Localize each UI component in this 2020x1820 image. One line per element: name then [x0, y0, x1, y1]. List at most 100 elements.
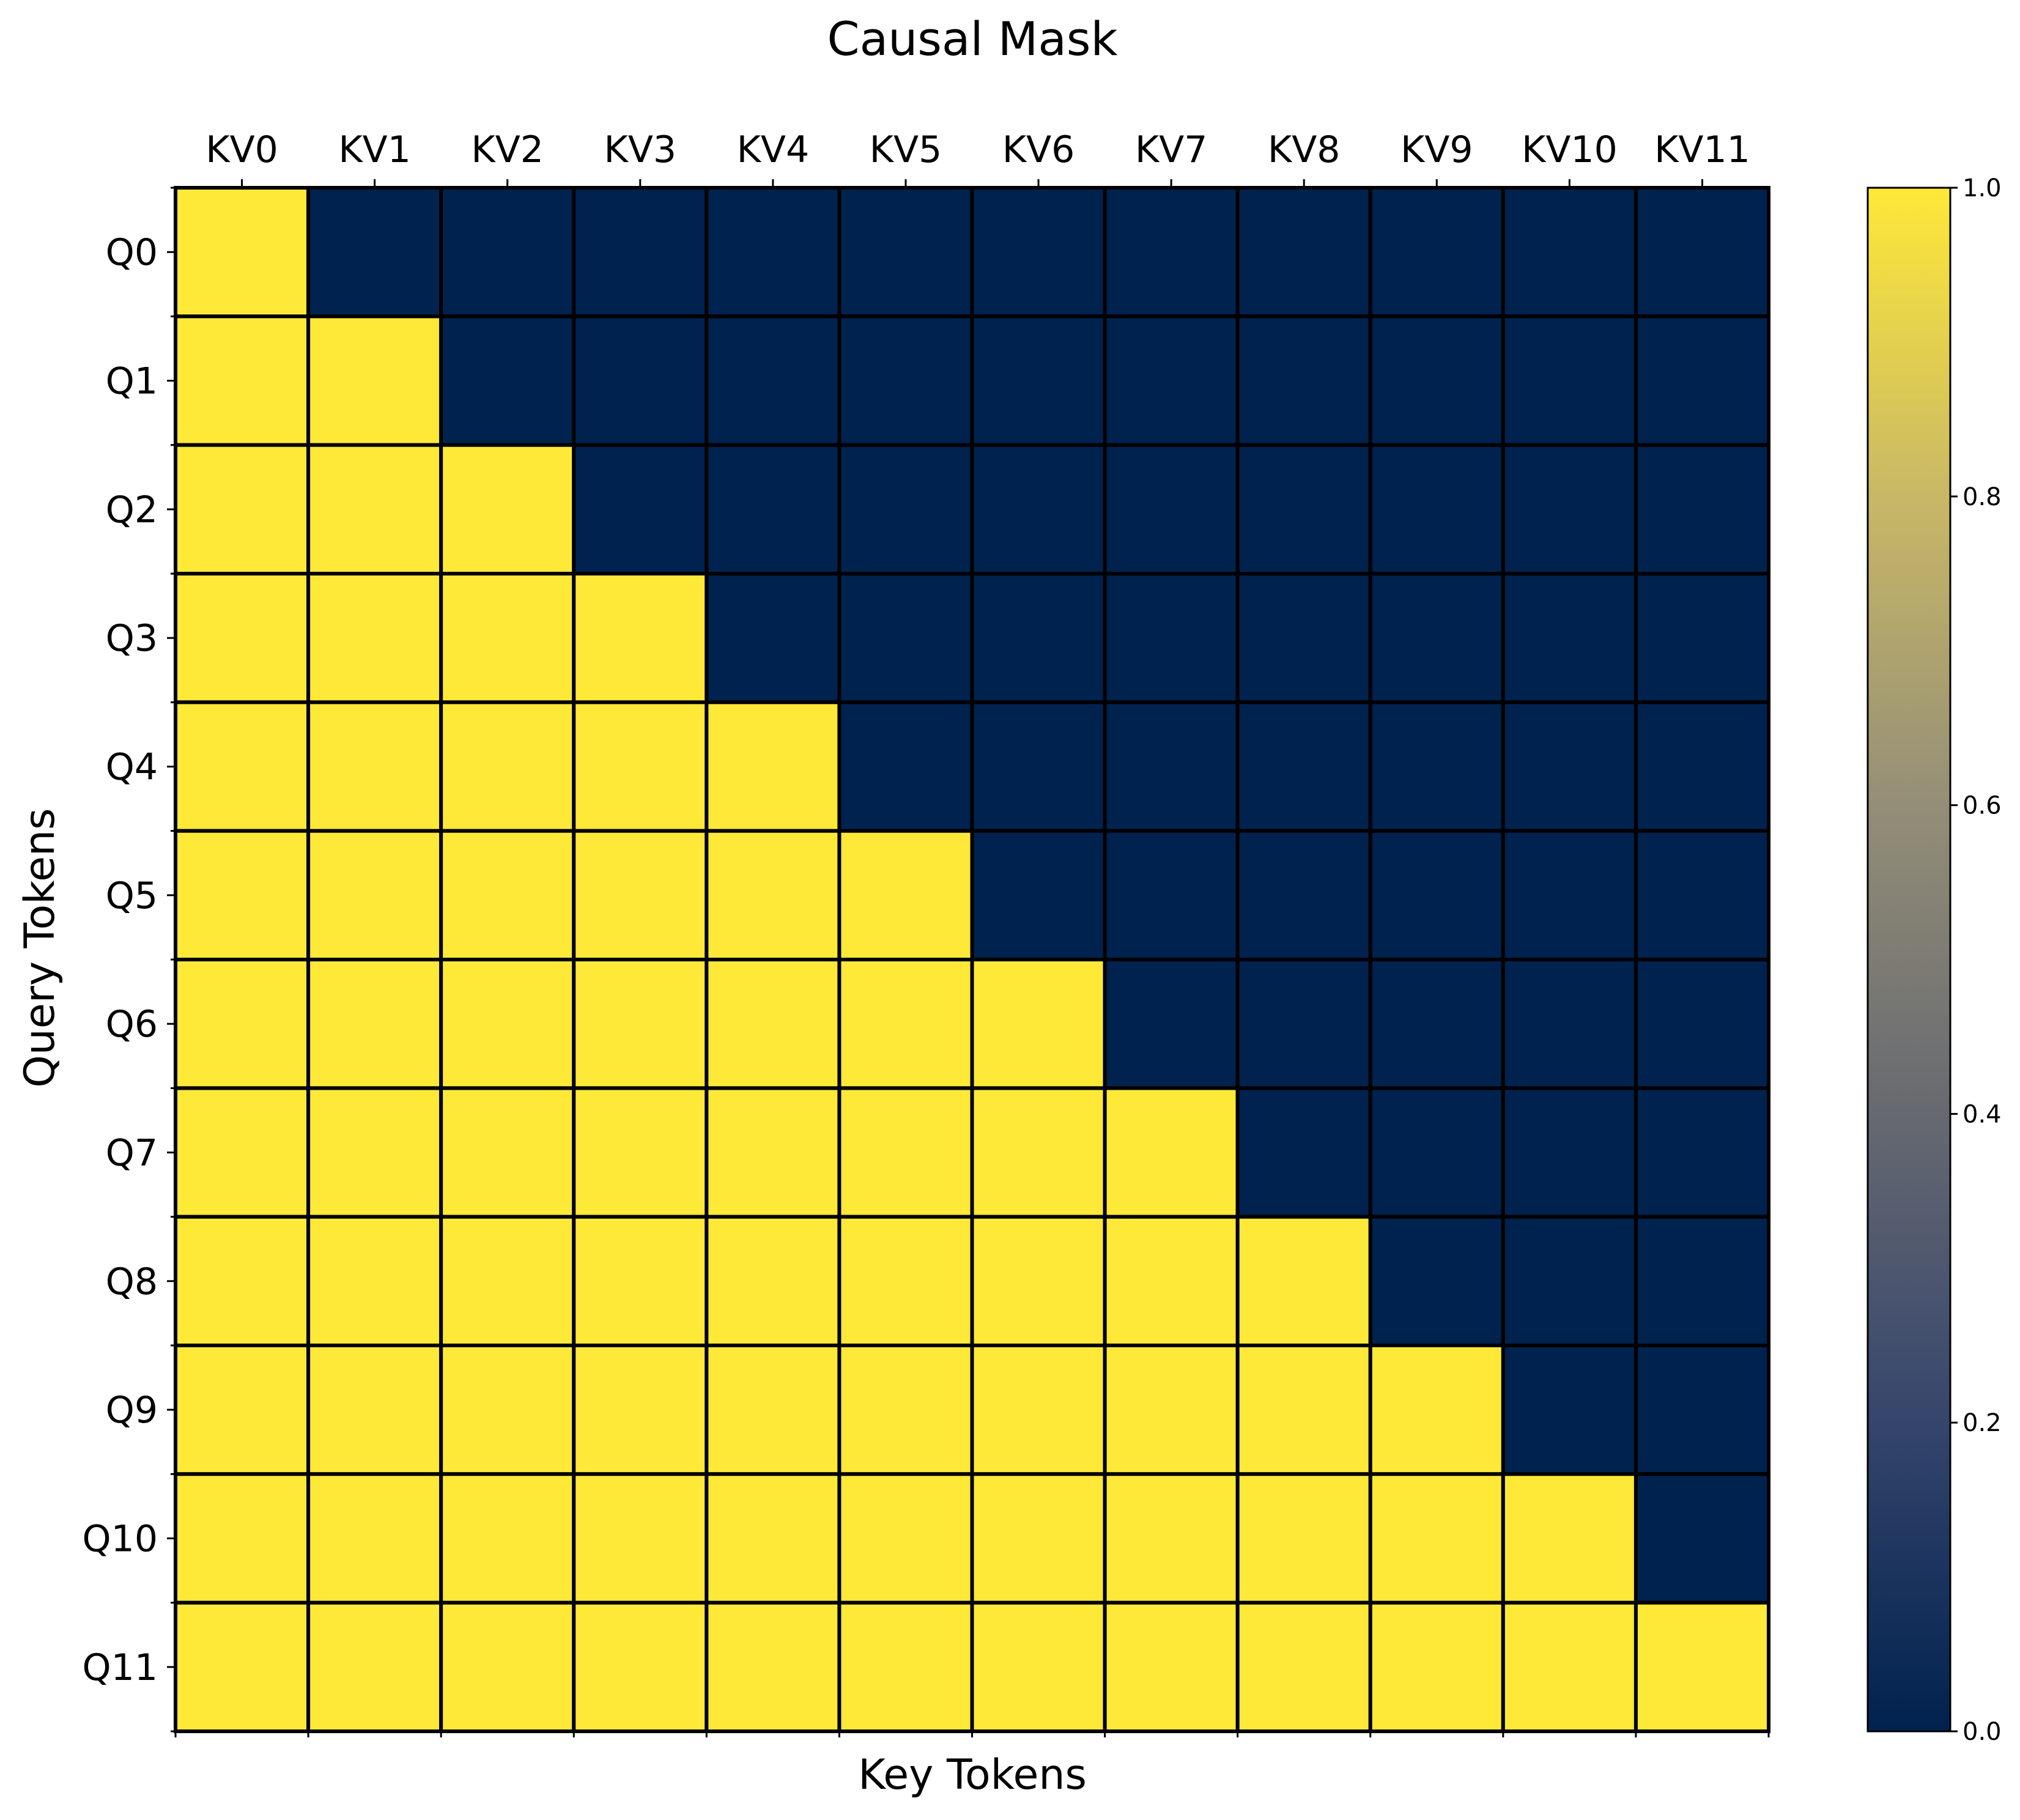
x-tick-label: KV4	[737, 128, 810, 171]
colorbar-tick-label: 0.4	[1963, 1100, 2002, 1128]
heatmap-cell-Q9-KV1	[306, 1344, 443, 1476]
heatmap-cell-Q8-KV0	[174, 1215, 311, 1347]
heatmap-cell-Q2-KV8	[1235, 443, 1372, 576]
y-tick-label: Q5	[106, 875, 158, 917]
heatmap-cell-Q11-KV8	[1235, 1600, 1372, 1734]
heatmap-cell-Q2-KV6	[970, 443, 1107, 576]
heatmap-cell-Q10-KV3	[572, 1472, 709, 1605]
x-tick-label: KV6	[1002, 128, 1075, 171]
y-tick-label: Q7	[106, 1132, 158, 1175]
heatmap-cell-Q1-KV6	[970, 314, 1107, 447]
heatmap-cell-Q5-KV3	[572, 829, 709, 961]
y-tick-label: Q1	[106, 360, 158, 403]
heatmap-cell-Q0-KV9	[1368, 186, 1505, 319]
heatmap-cell-Q4-KV8	[1235, 700, 1372, 833]
heatmap-cell-Q2-KV11	[1633, 443, 1771, 576]
heatmap-cell-Q8-KV10	[1501, 1215, 1638, 1347]
heatmap-cell-Q1-KV8	[1235, 314, 1372, 447]
x-tick-label: KV3	[604, 128, 677, 171]
heatmap-cell-Q8-KV5	[837, 1215, 974, 1347]
heatmap-cell-Q1-KV4	[705, 314, 842, 447]
y-tick-label: Q11	[82, 1646, 158, 1689]
heatmap-cell-Q4-KV11	[1633, 700, 1771, 833]
heatmap-cell-Q5-KV7	[1103, 829, 1240, 961]
chart-title: Causal Mask	[827, 12, 1118, 66]
heatmap-cell-Q11-KV11	[1633, 1600, 1771, 1734]
y-tick-label: Q6	[106, 1003, 158, 1046]
heatmap-cell-Q10-KV2	[439, 1472, 576, 1605]
heatmap-cell-Q3-KV10	[1501, 572, 1638, 705]
y-tick-label: Q8	[106, 1260, 158, 1303]
heatmap-cell-Q5-KV0	[174, 829, 311, 961]
heatmap-cell-Q3-KV7	[1103, 572, 1240, 705]
heatmap-cell-Q7-KV2	[439, 1086, 576, 1219]
heatmap-cell-Q6-KV3	[572, 958, 709, 1090]
heatmap-cell-Q6-KV11	[1633, 958, 1771, 1090]
heatmap-cell-Q6-KV0	[174, 958, 311, 1090]
heatmap-cell-Q3-KV11	[1633, 572, 1771, 705]
heatmap-cell-Q0-KV7	[1103, 186, 1240, 319]
heatmap-cell-Q3-KV2	[439, 572, 576, 705]
heatmap-cell-Q7-KV10	[1501, 1086, 1638, 1219]
colorbar-tick-label: 0.0	[1963, 1718, 2002, 1746]
heatmap-cell-Q4-KV6	[970, 700, 1107, 833]
heatmap-cell-Q0-KV8	[1235, 186, 1372, 319]
heatmap-cell-Q5-KV6	[970, 829, 1107, 961]
heatmap-cell-Q5-KV1	[306, 829, 443, 961]
y-axis-ticks: Q0 Q1 Q2 Q3 Q4 Q5 Q6 Q7 Q8 Q9 Q10 Q11	[82, 187, 176, 1733]
heatmap-cell-Q1-KV2	[439, 314, 576, 447]
y-tick-label: Q3	[106, 617, 158, 660]
heatmap-cells	[174, 186, 1771, 1734]
heatmap-cell-Q8-KV11	[1633, 1215, 1771, 1347]
heatmap-cell-Q7-KV5	[837, 1086, 974, 1219]
heatmap-cell-Q5-KV5	[837, 829, 974, 961]
heatmap-cell-Q0-KV2	[439, 186, 576, 319]
heatmap-cell-Q5-KV4	[705, 829, 842, 961]
heatmap-cell-Q6-KV9	[1368, 958, 1505, 1090]
y-tick-label: Q0	[106, 231, 158, 274]
x-tick-label: KV5	[870, 128, 942, 171]
heatmap-cell-Q7-KV6	[970, 1086, 1107, 1219]
heatmap-cell-Q8-KV1	[306, 1215, 443, 1347]
heatmap-cell-Q0-KV5	[837, 186, 974, 319]
heatmap-cell-Q11-KV4	[705, 1600, 842, 1734]
heatmap-cell-Q11-KV9	[1368, 1600, 1505, 1734]
heatmap-cell-Q6-KV8	[1235, 958, 1372, 1090]
heatmap-cell-Q8-KV3	[572, 1215, 709, 1347]
heatmap-cell-Q7-KV0	[174, 1086, 311, 1219]
heatmap-cell-Q9-KV11	[1633, 1344, 1771, 1476]
heatmap-cell-Q5-KV11	[1633, 829, 1771, 961]
heatmap-cell-Q10-KV10	[1501, 1472, 1638, 1605]
heatmap-cell-Q0-KV11	[1633, 186, 1771, 319]
x-tick-label: KV8	[1268, 128, 1341, 171]
heatmap-cell-Q5-KV9	[1368, 829, 1505, 961]
heatmap-cell-Q0-KV0	[174, 186, 311, 319]
heatmap-cell-Q9-KV6	[970, 1344, 1107, 1476]
y-axis-label: Query Tokens	[16, 808, 64, 1087]
heatmap-cell-Q11-KV10	[1501, 1600, 1638, 1734]
heatmap-cell-Q4-KV0	[174, 700, 311, 833]
heatmap-cell-Q11-KV5	[837, 1600, 974, 1734]
heatmap-cell-Q1-KV5	[837, 314, 974, 447]
heatmap-cell-Q8-KV9	[1368, 1215, 1505, 1347]
heatmap-cell-Q4-KV2	[439, 700, 576, 833]
x-axis-ticks: KV0 KV1 KV2 KV3 KV4 KV5 KV6 KV7 KV8 KV9 KV10 KV11	[174, 128, 1770, 1737]
heatmap-cell-Q4-KV4	[705, 700, 842, 833]
heatmap-cell-Q1-KV1	[306, 314, 443, 447]
heatmap-cell-Q5-KV2	[439, 829, 576, 961]
heatmap-cell-Q3-KV9	[1368, 572, 1505, 705]
heatmap-cell-Q11-KV3	[572, 1600, 709, 1734]
heatmap-cell-Q4-KV9	[1368, 700, 1505, 833]
heatmap-cell-Q10-KV7	[1103, 1472, 1240, 1605]
heatmap-cell-Q4-KV3	[572, 700, 709, 833]
x-tick-label: KV1	[338, 128, 411, 171]
x-tick-label: KV0	[205, 128, 278, 171]
heatmap-cell-Q4-KV10	[1501, 700, 1638, 833]
heatmap-cell-Q10-KV5	[837, 1472, 974, 1605]
heatmap-cell-Q2-KV2	[439, 443, 576, 576]
heatmap-cell-Q3-KV8	[1235, 572, 1372, 705]
x-tick-label: KV9	[1400, 128, 1473, 171]
heatmap-cell-Q10-KV1	[306, 1472, 443, 1605]
